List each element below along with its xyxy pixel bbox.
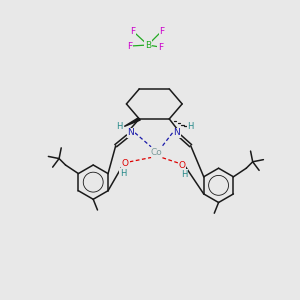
Text: H: H: [120, 169, 126, 178]
Text: O: O: [178, 160, 186, 169]
Text: F: F: [159, 27, 164, 36]
Text: Co: Co: [151, 148, 162, 157]
Text: H: H: [188, 122, 194, 131]
Text: O: O: [122, 159, 129, 168]
Text: N: N: [127, 128, 134, 137]
Text: H: H: [181, 170, 188, 179]
Text: F: F: [158, 43, 163, 52]
Text: N: N: [173, 128, 180, 137]
Text: H: H: [116, 122, 122, 131]
Text: F: F: [130, 27, 135, 36]
Text: B: B: [145, 40, 151, 50]
Polygon shape: [124, 118, 140, 126]
Text: F: F: [127, 42, 132, 51]
